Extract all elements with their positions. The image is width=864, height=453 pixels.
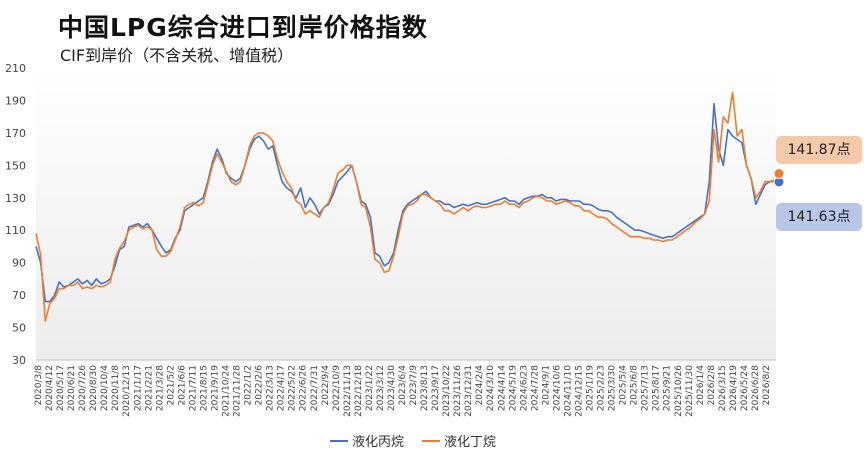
x-tick-label: 2021/5/2 — [166, 365, 176, 405]
x-tick-label: 2022/2/6 — [255, 365, 265, 406]
x-tick-label: 2021/2/21 — [144, 365, 154, 411]
x-tick-label: 2025/3/30 — [608, 365, 618, 411]
series-line-butane — [35, 91, 780, 322]
x-tick-label: 2026/4/19 — [729, 365, 739, 411]
x-tick-label: 2025/8/17 — [652, 365, 662, 411]
y-tick-label: 170 — [5, 127, 26, 140]
x-tick-label: 2021/9/19 — [210, 365, 220, 411]
x-tick-label: 2025/6/8 — [630, 365, 640, 406]
x-tick-label: 2022/5/22 — [288, 365, 298, 411]
x-tick-label: 2022/9/4 — [321, 365, 331, 406]
plot-background — [36, 68, 776, 360]
x-tick-label: 2025/2/23 — [597, 365, 607, 411]
x-tick-label: 2023/10/22 — [442, 365, 452, 417]
x-tick-label: 2024/3/10 — [486, 365, 496, 411]
butane-end-value-callout: 141.87点 — [776, 136, 862, 164]
x-axis: 2020/3/8 2020/4/12 2020/5/17 2020/6/21 2020/… — [34, 359, 776, 417]
x-tick-label: 2020/8/30 — [89, 365, 99, 411]
x-tick-label: 2020/3/8 — [34, 365, 44, 406]
x-tick-label: 2020/5/17 — [56, 365, 66, 411]
legend: 液化丙烷 液化丁烷 — [330, 431, 514, 450]
y-tick-label: 30 — [12, 354, 26, 367]
x-tick-label: 2020/10/4 — [100, 365, 110, 411]
x-tick-label: 2024/12/15 — [574, 365, 584, 417]
x-tick-label: 2021/7/11 — [188, 365, 198, 411]
x-tick-label: 2025/7/13 — [641, 365, 651, 411]
x-tick-label: 2023/9/17 — [431, 365, 441, 411]
x-tick-label: 2025/5/4 — [619, 365, 629, 406]
x-tick-label: 2024/10/6 — [552, 365, 562, 411]
y-tick-label: 110 — [5, 224, 26, 237]
x-tick-label: 2024/2/4 — [475, 365, 485, 406]
x-tick-label: 2026/6/28 — [751, 365, 761, 411]
x-tick-label: 2020/4/12 — [45, 365, 55, 411]
y-tick-label: 210 — [5, 62, 26, 75]
x-tick-label: 2026/2/8 — [707, 365, 717, 406]
x-tick-label: 2021/8/15 — [199, 365, 209, 411]
legend-swatch-butane — [422, 439, 441, 442]
x-tick-label: 2023/3/12 — [376, 365, 386, 411]
y-tick-label: 190 — [5, 94, 26, 107]
legend-item-propane[interactable]: 液化丙烷 — [330, 431, 404, 450]
x-tick-label: 2022/7/31 — [310, 365, 320, 411]
x-tick-label: 2024/11/10 — [563, 365, 573, 417]
x-tick-label: 2024/9/1 — [541, 365, 551, 405]
y-tick-label: 50 — [12, 322, 26, 335]
y-axis: 30 50 70 90 110 130 150 170 190 210 — [5, 62, 26, 367]
series-layer — [35, 91, 785, 322]
x-tick-label: 2023/4/30 — [387, 365, 397, 411]
chart-title: 中国LPG综合进口到岸价格指数 — [58, 13, 428, 42]
x-tick-label: 2023/7/9 — [409, 365, 419, 406]
x-tick-label: 2023/12/31 — [464, 365, 474, 417]
x-tick-label: 2021/3/28 — [155, 365, 165, 411]
x-tick-label: 2023/6/4 — [398, 365, 408, 406]
x-tick-label: 2022/4/17 — [277, 365, 287, 411]
x-tick-label: 2024/5/19 — [508, 365, 518, 411]
x-tick-label: 2026/8/2 — [762, 365, 772, 405]
propane-end-value-callout: 141.63点 — [776, 203, 862, 231]
chart-subtitle: CIF到岸价（不含关税、增值税） — [60, 46, 294, 65]
x-tick-label: 2022/11/13 — [343, 365, 353, 417]
plot-area — [36, 68, 776, 360]
y-tick-label: 90 — [12, 257, 26, 270]
legend-label-propane: 液化丙烷 — [352, 435, 405, 450]
x-tick-label: 2026/1/4 — [696, 365, 706, 406]
y-tick-label: 150 — [5, 159, 26, 172]
x-tick-label: 2020/7/26 — [78, 365, 88, 411]
legend-swatch-propane — [330, 439, 348, 442]
x-tick-label: 2021/1/17 — [133, 365, 143, 411]
x-tick-label: 2022/10/9 — [332, 365, 342, 411]
x-tick-label: 2020/11/8 — [111, 365, 121, 411]
x-tick-label: 2025/10/26 — [674, 365, 684, 417]
x-tick-label: 2025/11/30 — [685, 365, 695, 417]
x-tick-label: 2022/3/13 — [266, 365, 276, 411]
x-tick-label: 2024/6/23 — [519, 365, 529, 411]
x-tick-label: 2020/6/21 — [67, 365, 77, 411]
x-tick-label: 2025/9/21 — [663, 365, 673, 411]
x-tick-label: 2023/11/26 — [453, 365, 463, 417]
x-tick-label: 2022/6/26 — [299, 365, 309, 411]
x-tick-label: 2023/1/22 — [365, 365, 375, 411]
x-tick-label: 2022/1/2 — [244, 365, 254, 405]
x-tick-label: 2021/10/24 — [222, 365, 232, 417]
x-tick-label: 2025/1/19 — [586, 365, 596, 411]
x-tick-label: 2024/4/14 — [497, 365, 507, 411]
x-tick-label: 2021/11/28 — [233, 365, 243, 417]
series-line-propane — [35, 102, 780, 303]
x-tick-label: 2024/7/28 — [530, 365, 540, 411]
x-tick-label: 2023/8/13 — [420, 365, 430, 411]
legend-item-butane[interactable]: 液化丁烷 — [422, 431, 496, 450]
legend-label-butane: 液化丁烷 — [444, 435, 497, 450]
x-tick-label: 2021/6/6 — [177, 365, 187, 406]
x-tick-label: 2026/5/24 — [740, 365, 750, 411]
y-tick-label: 130 — [5, 192, 26, 205]
end-marker-butane — [773, 168, 785, 180]
x-tick-label: 2020/12/13 — [122, 365, 132, 417]
x-tick-label: 2022/12/18 — [354, 365, 364, 417]
y-tick-label: 70 — [12, 289, 26, 302]
x-tick-label: 2026/3/15 — [718, 365, 728, 411]
